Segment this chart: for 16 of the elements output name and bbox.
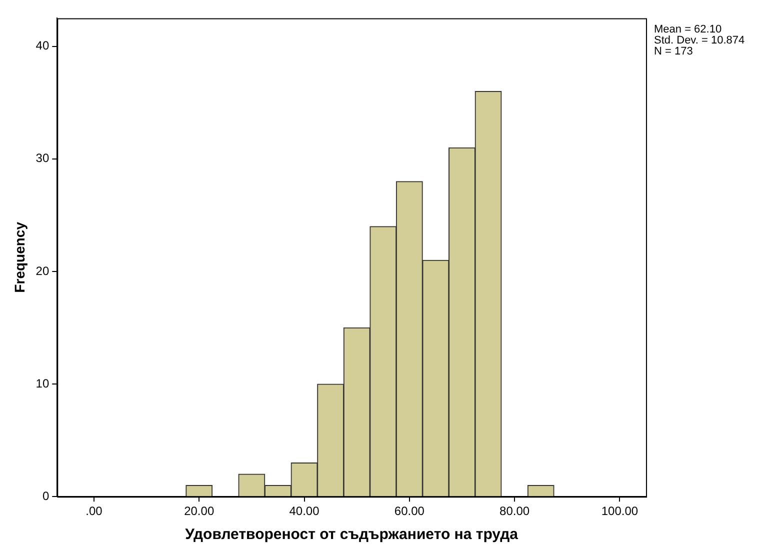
y-tick-label: 10 [36, 376, 50, 390]
y-tick-label: 20 [36, 264, 50, 278]
y-axis-title: Frequency [11, 222, 28, 293]
x-tick-label: 60.00 [394, 504, 425, 518]
x-tick-label: 40.00 [289, 504, 320, 518]
x-tick-label: 20.00 [184, 504, 214, 518]
x-axis-title: Удовлетвореност от съдържанието на труда [185, 526, 519, 544]
x-tick-label: 80.00 [500, 504, 530, 518]
y-tick-label: 30 [36, 151, 50, 166]
text: N = 173 [654, 46, 693, 58]
y-tick-label: 0 [42, 488, 50, 503]
text: Mean = 62.10 [654, 24, 722, 36]
y-tick-label: 40 [36, 38, 50, 53]
x-tick-label: 100.00 [601, 504, 638, 518]
x-tick-label: .00 [86, 504, 103, 518]
text: Std. Dev. = 10.874 [654, 34, 745, 47]
